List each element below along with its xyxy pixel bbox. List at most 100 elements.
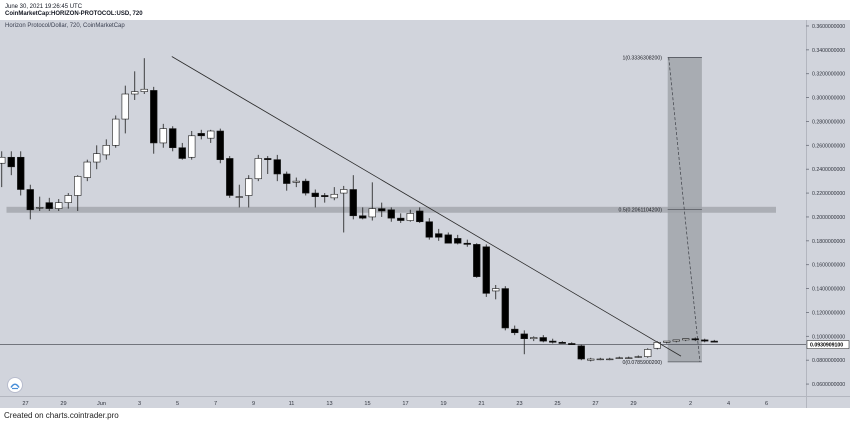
candle-body bbox=[36, 207, 44, 209]
candle-body bbox=[387, 209, 395, 219]
candle-body bbox=[596, 358, 604, 361]
x-tick-label: 9 bbox=[252, 401, 255, 407]
candle-body bbox=[292, 180, 300, 183]
candle-body bbox=[691, 338, 699, 341]
candle-body bbox=[169, 128, 177, 149]
y-tick-label: 0.2800000000 bbox=[812, 119, 845, 125]
candle-body bbox=[131, 91, 139, 95]
x-tick-label: 11 bbox=[289, 401, 295, 407]
x-tick-label: 19 bbox=[440, 401, 446, 407]
candle-body bbox=[311, 192, 319, 197]
candle-body bbox=[625, 357, 633, 359]
fib-level-label: 1(0.3336308200) bbox=[622, 55, 662, 61]
candle-body bbox=[473, 244, 481, 277]
candle-body bbox=[501, 288, 509, 329]
candle-body bbox=[634, 356, 642, 358]
candle-body bbox=[283, 173, 291, 184]
candle-body bbox=[102, 145, 110, 156]
x-tick-label: 7 bbox=[214, 401, 217, 407]
y-tick-label: 0.3400000000 bbox=[812, 48, 845, 54]
candle-body bbox=[378, 208, 386, 212]
candle-body bbox=[74, 176, 82, 196]
y-tick-label: 0.1200000000 bbox=[812, 310, 845, 316]
candle-body bbox=[264, 158, 272, 160]
candle-body bbox=[444, 234, 452, 244]
candle-body bbox=[330, 193, 338, 199]
price-axis-background bbox=[806, 20, 850, 396]
candle-body bbox=[349, 189, 357, 217]
candle-body bbox=[549, 340, 557, 343]
candle-body bbox=[406, 213, 414, 221]
candle-body bbox=[425, 221, 433, 238]
y-tick-label: 0.0800000000 bbox=[812, 358, 845, 364]
x-tick-label: 29 bbox=[630, 401, 636, 407]
candle-body bbox=[463, 242, 471, 245]
candle-body bbox=[140, 88, 148, 92]
candle-body bbox=[530, 337, 538, 340]
last-price-label: 0.0930909100 bbox=[810, 343, 843, 349]
chart-title: Horizon Protocol/Dollar, 720, CoinMarket… bbox=[5, 23, 125, 29]
x-tick-label: 5 bbox=[176, 401, 179, 407]
y-tick-label: 0.2000000000 bbox=[812, 215, 845, 221]
candle-body bbox=[568, 343, 576, 345]
candle-body bbox=[302, 180, 310, 194]
candle-body bbox=[226, 158, 234, 196]
x-tick-label: 13 bbox=[326, 401, 332, 407]
candle-body bbox=[435, 233, 443, 238]
candle-body bbox=[606, 358, 614, 361]
fib-level-label: 0(0.0785900200) bbox=[622, 360, 662, 366]
candle-body bbox=[112, 118, 120, 146]
candle-body bbox=[682, 338, 690, 341]
candle-body bbox=[235, 196, 243, 198]
candle-body bbox=[511, 328, 519, 334]
candle-body bbox=[55, 202, 63, 209]
header-date: June 30, 2021 19:26:45 UTC bbox=[5, 4, 83, 10]
y-tick-label: 0.1000000000 bbox=[812, 334, 845, 340]
x-tick-label: 17 bbox=[402, 401, 408, 407]
candle-body bbox=[710, 340, 718, 343]
candle-body bbox=[197, 133, 205, 137]
candle-body bbox=[644, 349, 652, 357]
y-tick-label: 0.2600000000 bbox=[812, 143, 845, 149]
candle-body bbox=[17, 156, 25, 190]
candle-body bbox=[26, 189, 34, 211]
candle-body bbox=[340, 189, 348, 194]
candle-body bbox=[121, 93, 129, 120]
time-axis-background bbox=[0, 396, 850, 408]
candle-body bbox=[321, 195, 329, 197]
candle-body bbox=[245, 178, 253, 196]
candle-body bbox=[254, 158, 262, 180]
candle-body bbox=[159, 128, 167, 144]
candle-body bbox=[520, 333, 528, 340]
cointrader-logo-icon[interactable] bbox=[7, 377, 23, 393]
price-chart[interactable]: 0.3600000000 0.3400000000 0.3200000000 0.30… bbox=[0, 20, 850, 428]
candle-body bbox=[701, 339, 709, 342]
candle-body bbox=[207, 130, 215, 139]
candle-body bbox=[615, 357, 623, 359]
candle-body bbox=[672, 339, 680, 342]
candle-body bbox=[64, 195, 72, 203]
x-tick-label: Jun bbox=[97, 401, 106, 407]
x-tick-label: 6 bbox=[765, 401, 768, 407]
y-tick-label: 0.2200000000 bbox=[812, 191, 845, 197]
y-tick-label: 0.2400000000 bbox=[812, 167, 845, 173]
fib-diagonal bbox=[668, 57, 701, 362]
fib-level-label: 0.5(0.2061104200) bbox=[619, 208, 663, 214]
candle-body bbox=[93, 153, 101, 163]
y-tick-label: 0.3600000000 bbox=[812, 24, 845, 30]
y-tick-label: 0.1800000000 bbox=[812, 239, 845, 245]
y-tick-label: 0.3200000000 bbox=[812, 72, 845, 78]
x-tick-label: 27 bbox=[592, 401, 598, 407]
candle-body bbox=[368, 208, 376, 218]
candle-body bbox=[359, 215, 367, 219]
candle-body bbox=[663, 340, 671, 343]
candle-body bbox=[150, 90, 158, 144]
header-symbol: CoinMarketCap:HORIZON-PROTOCOL:USD, 720 bbox=[5, 11, 143, 17]
candle-body bbox=[188, 135, 196, 158]
candle-body bbox=[482, 246, 490, 294]
x-tick-label: 3 bbox=[138, 401, 141, 407]
candle-body bbox=[45, 202, 53, 209]
y-tick-label: 0.0600000000 bbox=[812, 382, 845, 388]
x-tick-label: 2 bbox=[689, 401, 692, 407]
